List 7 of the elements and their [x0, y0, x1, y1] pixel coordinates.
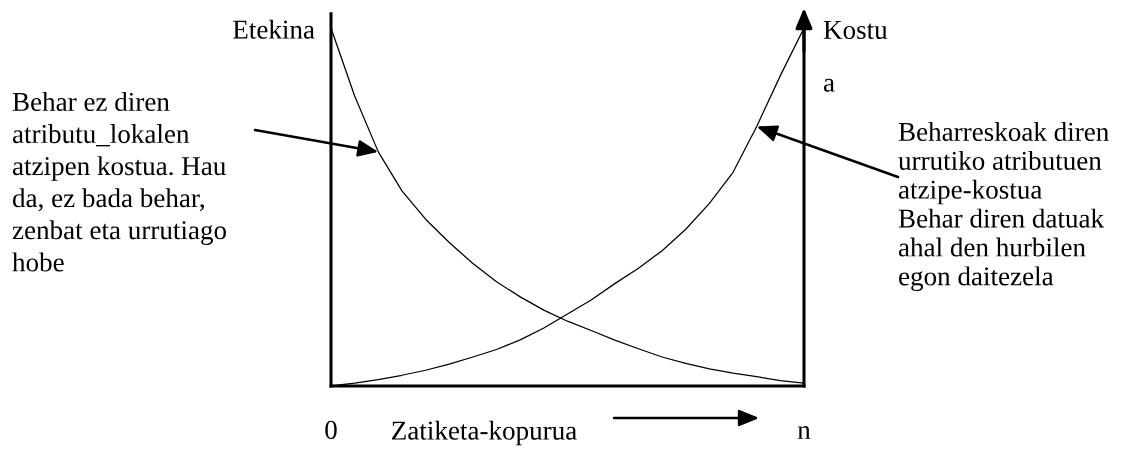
y-axis-title: Etekina [233, 19, 315, 39]
text: Kostu a [823, 21, 888, 92]
x-axis-title: Zatiketa-kopurua [392, 420, 577, 446]
text: Behar ez diren atributu_lokalen atzipen kostua. Hau da, ez bada behar, zenbat eta urrutiago hobe [12, 92, 227, 272]
x-tick-label: 0 [325, 420, 337, 440]
text: Beharreskoak diren urrutiko atributuen atzipe-kostua Behar diren datuak ahal den hurbilen egon daitezela [898, 122, 1109, 292]
x-tick-label: n [797, 426, 811, 439]
